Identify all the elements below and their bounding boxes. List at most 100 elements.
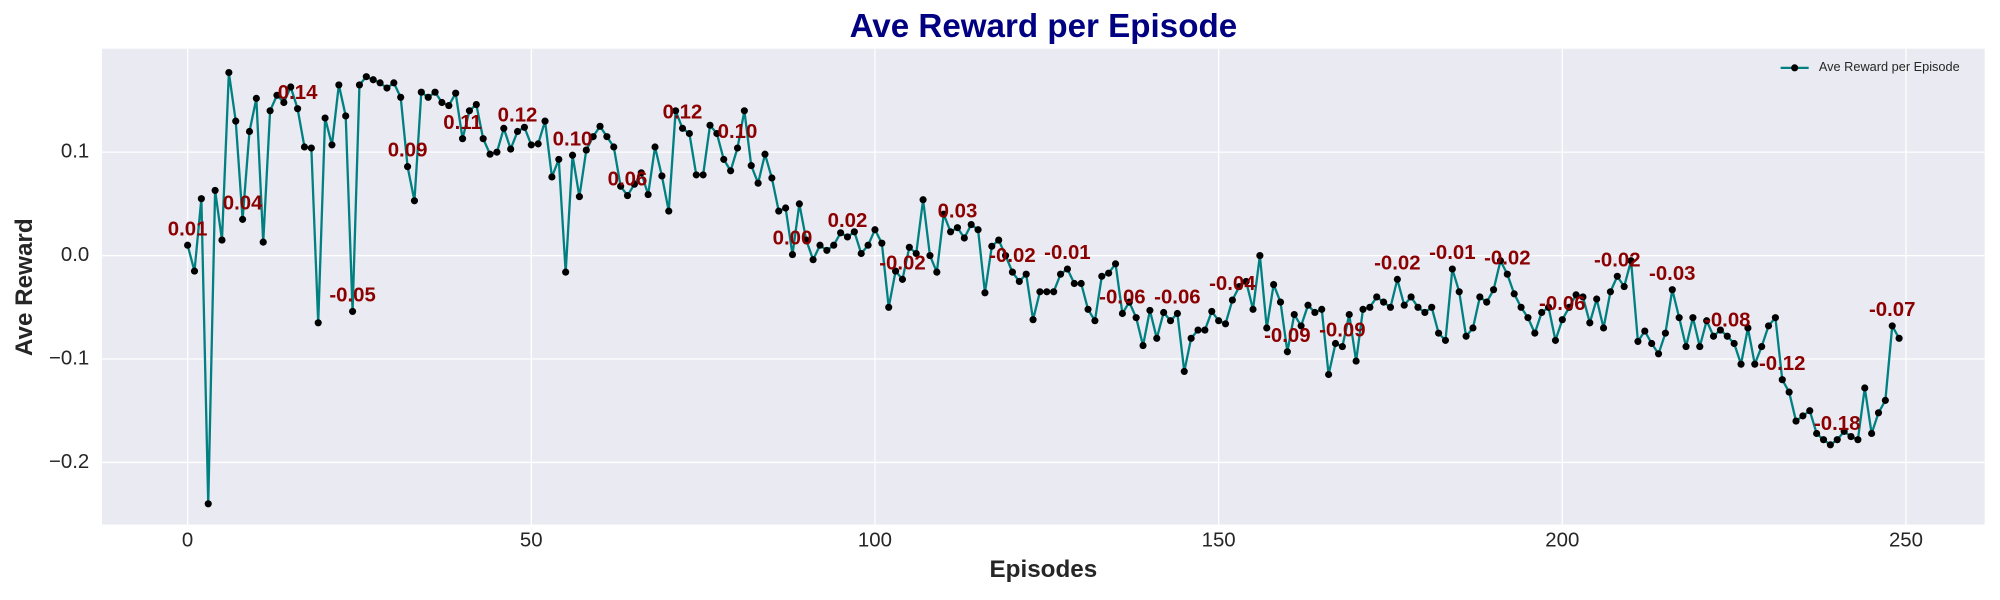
data-point (1751, 360, 1759, 368)
data-point (747, 162, 755, 170)
data-label: 0.10 (718, 121, 758, 143)
data-point (1771, 314, 1779, 322)
data-point (568, 151, 577, 159)
data-point (610, 143, 618, 151)
data-point (562, 268, 570, 276)
data-point (555, 155, 563, 163)
data-point (1215, 317, 1223, 325)
data-label: -0.02 (989, 245, 1035, 267)
data-point (1654, 350, 1663, 358)
data-point (1166, 317, 1175, 325)
data-point (1689, 314, 1697, 322)
data-point (1510, 290, 1518, 298)
data-point (1579, 293, 1587, 301)
data-point (1572, 291, 1580, 299)
data-point (1153, 334, 1161, 342)
data-point (1304, 301, 1312, 309)
data-point (1744, 324, 1752, 332)
y-tick-label: 0.0 (61, 244, 89, 266)
data-point (1758, 343, 1766, 351)
data-point (974, 226, 982, 234)
x-tick-label: 200 (1545, 529, 1579, 551)
data-point (947, 228, 955, 236)
data-label: 0.03 (938, 201, 978, 223)
data-point (403, 163, 412, 171)
x-tick-label: 250 (1889, 529, 1923, 551)
data-point (1682, 343, 1690, 351)
data-point (1483, 298, 1491, 306)
data-point (1627, 257, 1635, 265)
data-point (1084, 305, 1092, 313)
data-point (1675, 314, 1683, 322)
legend-marker (1791, 64, 1799, 72)
data-label: 0.12 (663, 101, 703, 123)
data-point (472, 101, 480, 109)
data-point (630, 180, 638, 188)
data-point (493, 148, 501, 156)
data-point (1187, 334, 1195, 342)
data-point (1373, 293, 1381, 301)
plot-background (102, 48, 1985, 525)
data-point (1111, 260, 1120, 268)
data-point (1050, 288, 1058, 296)
data-label: 0.12 (498, 105, 538, 127)
data-point (637, 169, 645, 177)
data-point (1840, 427, 1848, 435)
data-label: -0.03 (1649, 263, 1695, 285)
data-point (520, 123, 528, 131)
data-point (1008, 268, 1017, 276)
data-point (651, 143, 659, 151)
y-tick-label: −0.1 (49, 347, 89, 369)
data-point (1874, 409, 1883, 417)
data-point (1648, 339, 1656, 348)
data-point (802, 236, 810, 244)
data-point (397, 93, 405, 101)
data-point (362, 73, 370, 81)
data-point (1641, 327, 1649, 335)
data-point (658, 172, 666, 180)
data-point (211, 186, 219, 194)
data-point (1799, 412, 1807, 420)
data-label: -0.02 (1594, 249, 1640, 271)
data-point (672, 107, 680, 115)
data-point (678, 124, 687, 132)
data-point (438, 98, 446, 107)
data-label: 0.00 (773, 228, 813, 250)
data-point (1325, 370, 1333, 379)
data-label: 0.01 (168, 218, 208, 240)
data-point (878, 239, 886, 247)
data-point (1792, 417, 1800, 425)
data-point (534, 140, 542, 148)
data-point (376, 79, 384, 87)
data-point (1854, 436, 1862, 444)
data-point (1551, 336, 1560, 344)
data-point (1118, 309, 1126, 318)
data-point (1063, 265, 1071, 273)
data-point (1338, 343, 1346, 351)
data-label: 0.04 (223, 192, 263, 214)
data-point (1778, 376, 1786, 384)
data-label: -0.09 (1264, 325, 1310, 347)
data-point (692, 171, 700, 179)
data-point (1001, 252, 1010, 260)
data-point (1696, 343, 1704, 351)
data-point (782, 204, 790, 212)
x-tick-label: 100 (858, 529, 892, 551)
data-point (1056, 270, 1065, 278)
data-point (500, 124, 508, 132)
data-point (184, 241, 192, 249)
data-point (1022, 270, 1030, 278)
y-tick-label: −0.2 (49, 451, 89, 473)
data-label: -0.07 (1869, 299, 1915, 321)
data-point (892, 267, 900, 275)
data-point (1393, 275, 1401, 283)
data-label: -0.02 (1484, 247, 1530, 269)
data-label: -0.12 (1759, 353, 1805, 375)
data-point (1345, 310, 1353, 319)
data-point (761, 150, 769, 158)
data-point (287, 83, 295, 91)
data-point (1105, 269, 1113, 277)
data-point (816, 241, 824, 249)
